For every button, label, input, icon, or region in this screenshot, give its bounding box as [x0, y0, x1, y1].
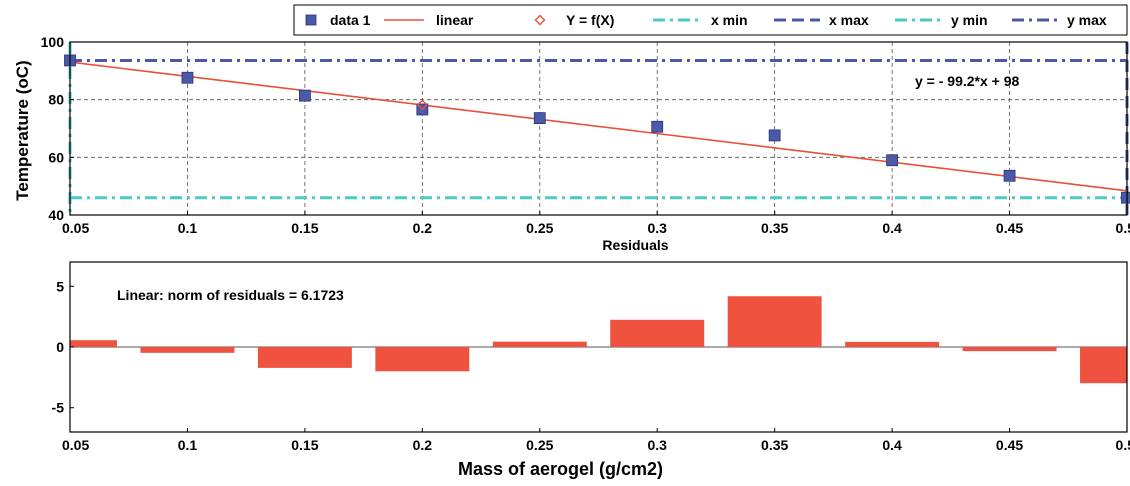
fit-plot-frame: [69, 41, 1128, 216]
residuals-bars: [70, 296, 1127, 384]
fit-plot-fx-point: [416, 99, 428, 111]
fit-plot-ytick-label: 100: [41, 34, 65, 50]
fit-plot-xtick-label: 0.3: [647, 220, 667, 236]
fit-plot-linear-line: [69, 61, 1128, 192]
legend-label: Y = f(X): [566, 12, 614, 28]
residuals-xtick-label: 0.35: [761, 437, 788, 453]
legend-items: data 1 linear Y = f(X) x min x max y min y max: [305, 12, 1107, 28]
legend-label: data 1: [330, 12, 371, 28]
residuals-xtick-label: 0.2: [413, 437, 433, 453]
fit-plot-ytick-label: 80: [48, 92, 64, 108]
legend-box: [293, 4, 1128, 36]
legend-label: y min: [951, 12, 988, 28]
fit-plot-data-point: [651, 120, 664, 133]
residual-bar: [257, 347, 352, 368]
fit-plot-ytick-label: 60: [48, 149, 64, 165]
fit-plot-xtick-label: 0.15: [291, 220, 318, 236]
fit-plot-ytick-label: 40: [48, 207, 64, 223]
fit-plot-xtick-label: 0.1: [178, 220, 198, 236]
fit-plot-xtick-label: 0.25: [526, 220, 553, 236]
fit-plot-xtick-label: 0.4: [882, 220, 902, 236]
legend-label: linear: [436, 12, 474, 28]
fit-plot-xtick-label: 0.45: [996, 220, 1023, 236]
residuals-xtick-label: 0.1: [178, 437, 198, 453]
fit-plot-xtick-label: 0.05: [62, 220, 89, 236]
residual-bar: [610, 319, 705, 347]
fit-plot-data-point: [886, 154, 899, 167]
fit-plot-ticks: 0.05 0.1 0.15 0.2 0.25 0.3 0.35 0.4 0.45 0.5 40 60 8…: [41, 34, 1130, 236]
residuals-xtick-label: 0.3: [647, 437, 667, 453]
residuals-xlabel: Mass of aerogel (g/cm2): [458, 459, 663, 479]
residuals-ytick-label: 5: [56, 278, 64, 294]
legend-swatch-data1: [305, 14, 317, 26]
residuals-xtick-label: 0.45: [996, 437, 1023, 453]
residual-bar: [727, 296, 822, 347]
fit-plot-data-point: [1003, 169, 1016, 182]
legend: data 1 linear Y = f(X) x min x max y min y max: [293, 4, 1128, 36]
residuals-plot-ticks: 0.05 0.1 0.15 0.2 0.25 0.3 0.35 0.4 0.45 0.5 -5 0 5: [52, 278, 1130, 453]
fit-plot-xtick-label: 0.5: [1116, 220, 1130, 236]
residual-bar: [375, 347, 470, 372]
residuals-xtick-label: 0.25: [526, 437, 553, 453]
legend-label: y max: [1067, 12, 1107, 28]
residuals-xtick-label: 0.5: [1116, 437, 1130, 453]
residuals-xtick-label: 0.15: [291, 437, 318, 453]
residual-bar: [492, 341, 587, 347]
residuals-ytick-label: 0: [56, 339, 64, 355]
fit-plot-data-point: [181, 71, 194, 84]
legend-swatch-fx: [534, 14, 546, 26]
residuals-ytick-label: -5: [52, 400, 65, 416]
fit-plot-ylabel: Temperature (oC): [13, 60, 32, 200]
fit-plot-data-point: [533, 112, 546, 125]
residuals-norm-annotation: Linear: norm of residuals = 6.1723: [117, 287, 344, 303]
fit-plot-xtick-label: 0.2: [413, 220, 433, 236]
residual-bar: [845, 341, 940, 347]
residuals-plot: Residuals 0.05 0.1 0.15 0.2 0.25 0.3 0.35 0.4 0.…: [52, 237, 1130, 479]
residual-bar: [962, 347, 1057, 352]
residual-bar: [140, 347, 235, 353]
fit-plot: 0.05 0.1 0.15 0.2 0.25 0.3 0.35 0.4 0.45 0.5 40 60 8…: [13, 34, 1130, 236]
fit-plot-data-point: [768, 129, 781, 142]
residual-bar: [70, 340, 117, 347]
residuals-xtick-label: 0.05: [62, 437, 89, 453]
fit-plot-xtick-label: 0.35: [761, 220, 788, 236]
fit-plot-data-point: [298, 89, 311, 102]
fit-equation-annotation: y = - 99.2*x + 98: [915, 73, 1020, 89]
fit-plot-area: [70, 42, 1127, 215]
fit-plot-data-point: [1121, 191, 1130, 204]
residuals-title: Residuals: [602, 237, 668, 253]
residual-bar: [1080, 347, 1127, 384]
legend-label: x min: [711, 12, 748, 28]
legend-label: x max: [829, 12, 869, 28]
residuals-xtick-label: 0.4: [882, 437, 902, 453]
